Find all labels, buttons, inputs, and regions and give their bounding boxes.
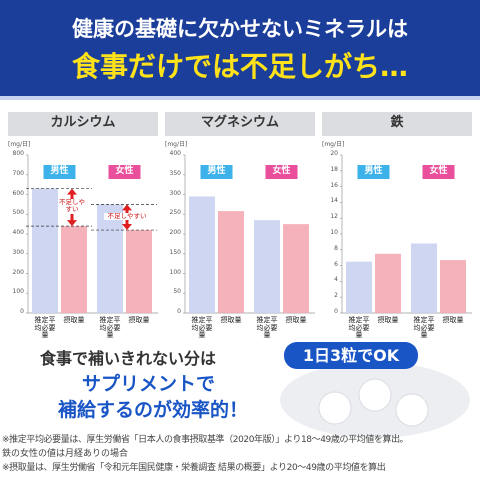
bar bbox=[218, 211, 244, 313]
group-label-bg bbox=[43, 165, 76, 179]
bar bbox=[97, 204, 123, 313]
group-label-bg bbox=[422, 165, 455, 179]
y-tick-label: 400 bbox=[169, 150, 181, 157]
y-tick-label: 50 bbox=[173, 288, 181, 296]
bar bbox=[440, 260, 466, 313]
y-tick-label: 700 bbox=[12, 169, 24, 177]
group-label: 女性 bbox=[272, 166, 291, 176]
y-tick-label: 600 bbox=[12, 189, 24, 197]
bar bbox=[283, 224, 309, 313]
note: ※摂取量は、厚生労働省「令和元年国民健康・栄養調査 結果の概要」より20〜49歳… bbox=[2, 463, 386, 473]
group-label: 女性 bbox=[115, 166, 134, 176]
y-tick-label: 500 bbox=[12, 209, 24, 217]
x-tick-label: 摂取量 bbox=[220, 316, 242, 324]
y-tick-label: 14 bbox=[330, 197, 338, 205]
y-tick-label: 10 bbox=[330, 229, 338, 236]
y-tick-label: 18 bbox=[330, 165, 338, 173]
x-tick-label: 摂取量 bbox=[63, 316, 85, 324]
y-label: [mg/日] bbox=[322, 141, 345, 148]
y-tick-label: 400 bbox=[12, 229, 24, 236]
group-label: 男性 bbox=[364, 166, 383, 176]
y-tick-label: 200 bbox=[169, 229, 181, 236]
bar bbox=[411, 243, 437, 313]
panel-header bbox=[165, 112, 315, 136]
y-tick-label: 8 bbox=[334, 244, 338, 252]
y-label: [mg/日] bbox=[8, 141, 31, 148]
tablet bbox=[395, 393, 429, 427]
y-tick-label: 200 bbox=[12, 268, 24, 276]
panel-header bbox=[322, 112, 472, 136]
y-tick-label: 0 bbox=[177, 308, 181, 315]
x-tick-label: 摂取量 bbox=[285, 316, 307, 324]
group-label: 女性 bbox=[429, 166, 448, 176]
panel-title: カルシウム bbox=[50, 115, 116, 130]
bar bbox=[32, 188, 58, 313]
y-label: [mg/日] bbox=[165, 141, 188, 148]
bar bbox=[126, 230, 152, 313]
arrow-head bbox=[122, 204, 132, 231]
note: 鉄の女性の値は月経ありの場合 bbox=[2, 449, 129, 459]
group-label: 男性 bbox=[50, 166, 69, 176]
y-tick-label: 20 bbox=[330, 150, 338, 157]
group-label-bg bbox=[265, 165, 298, 179]
y-tick-label: 2 bbox=[334, 292, 338, 300]
header-stripe bbox=[0, 96, 480, 100]
x-tick-label: 推定平均必要量 bbox=[256, 316, 278, 340]
panel-title: 鉄 bbox=[390, 115, 404, 130]
y-tick-label: 100 bbox=[169, 268, 181, 276]
bar bbox=[346, 261, 372, 313]
y-tick-label: 0 bbox=[334, 308, 338, 315]
subtitle: 食事だけでは不足しがち… bbox=[71, 50, 408, 83]
group-label: 男性 bbox=[207, 166, 226, 176]
bar bbox=[254, 220, 280, 313]
y-tick-label: 300 bbox=[12, 248, 24, 256]
annotation: 不足しやすい bbox=[104, 213, 150, 221]
panel-title: マグネシウム bbox=[200, 115, 279, 130]
x-tick-label: 推定平均必要量 bbox=[191, 316, 213, 340]
x-tick-label: 推定平均必要量 bbox=[348, 316, 370, 340]
y-tick-label: 0 bbox=[20, 308, 24, 315]
bar bbox=[189, 196, 215, 313]
group-label-bg bbox=[200, 165, 233, 179]
y-tick-label: 250 bbox=[169, 209, 181, 217]
x-tick-label: 推定平均必要量 bbox=[34, 316, 56, 340]
x-tick-label: 推定平均必要量 bbox=[413, 316, 435, 340]
annotation: 不足しやすい bbox=[58, 198, 86, 214]
x-tick-label: 摂取量 bbox=[377, 316, 399, 324]
badge-bg bbox=[284, 342, 418, 369]
x-tick-label: 摂取量 bbox=[442, 316, 464, 324]
promo-text: サプリメントで bbox=[82, 373, 216, 395]
y-tick-label: 150 bbox=[169, 248, 181, 256]
promo-text: 食事で補いきれない分は bbox=[40, 349, 217, 368]
y-tick-label: 100 bbox=[12, 288, 24, 296]
bar bbox=[375, 253, 401, 313]
y-tick-label: 6 bbox=[334, 260, 338, 268]
y-tick-label: 12 bbox=[330, 213, 338, 221]
group-label-bg bbox=[108, 165, 141, 179]
header-band bbox=[0, 0, 480, 96]
y-tick-label: 800 bbox=[12, 150, 24, 157]
tablet bbox=[318, 391, 352, 425]
badge: 1日3粒でOK bbox=[302, 346, 400, 365]
x-tick-label: 推定平均必要量 bbox=[99, 316, 121, 340]
tablet bbox=[358, 378, 392, 412]
y-tick-label: 350 bbox=[169, 169, 181, 177]
note: ※推定平均必要量は、厚生労働省「日本人の食事摂取基準（2020年版）」より18〜… bbox=[2, 435, 409, 445]
y-tick-label: 300 bbox=[169, 189, 181, 197]
panel-header bbox=[8, 112, 158, 136]
y-tick-label: 4 bbox=[334, 276, 338, 284]
group-label-bg bbox=[357, 165, 390, 179]
x-tick-label: 摂取量 bbox=[128, 316, 150, 324]
y-tick-label: 16 bbox=[330, 181, 338, 189]
bar bbox=[61, 226, 87, 313]
promo-text: 補給するのが効率的！ bbox=[58, 399, 249, 421]
title: 健康の基礎に欠かせないミネラルは bbox=[72, 17, 408, 41]
